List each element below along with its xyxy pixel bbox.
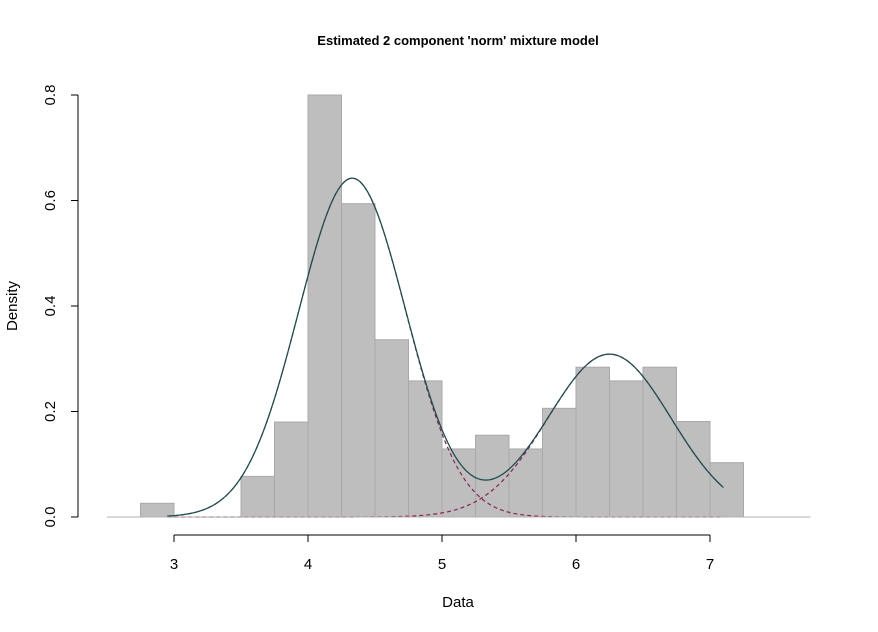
x-tick-label: 5: [438, 556, 446, 573]
x-tick-label: 7: [706, 556, 714, 573]
histogram-bar: [676, 421, 711, 518]
histogram-bar: [274, 421, 309, 518]
histogram-bar: [240, 475, 275, 518]
y-tick-label: 0.6: [42, 190, 59, 211]
histogram-bar: [140, 502, 175, 518]
x-axis-label: Data: [442, 594, 474, 611]
mixture-density-curve: [167, 177, 724, 517]
histogram-bar: [609, 380, 644, 518]
histogram-bar: [374, 339, 409, 518]
histogram-bar: [408, 380, 443, 518]
histogram-bars: [140, 94, 744, 518]
histogram-bar: [508, 448, 543, 518]
x-tick-label: 6: [572, 556, 580, 573]
y-tick-label: 0.4: [42, 296, 59, 317]
histogram-bar: [475, 434, 510, 518]
histogram-bar: [542, 407, 577, 518]
y-axis-label: Density: [4, 280, 21, 331]
axes: 3 4 5 6 7 0.0 0.2 0.4 0.6 0.8: [42, 85, 811, 573]
x-tick-label: 4: [304, 556, 312, 573]
histogram-bar: [709, 462, 744, 518]
x-tick-label: 3: [170, 556, 178, 573]
y-tick-label: 0.8: [42, 85, 59, 106]
chart-title: Estimated 2 component 'norm' mixture mod…: [317, 33, 598, 48]
histogram-bar: [341, 203, 376, 518]
histogram-bar: [307, 94, 342, 518]
histogram-bar: [441, 448, 476, 518]
y-tick-label: 0.0: [42, 507, 59, 528]
y-tick-label: 0.2: [42, 401, 59, 422]
histogram-bar: [575, 366, 610, 518]
histogram-bar: [642, 366, 677, 518]
